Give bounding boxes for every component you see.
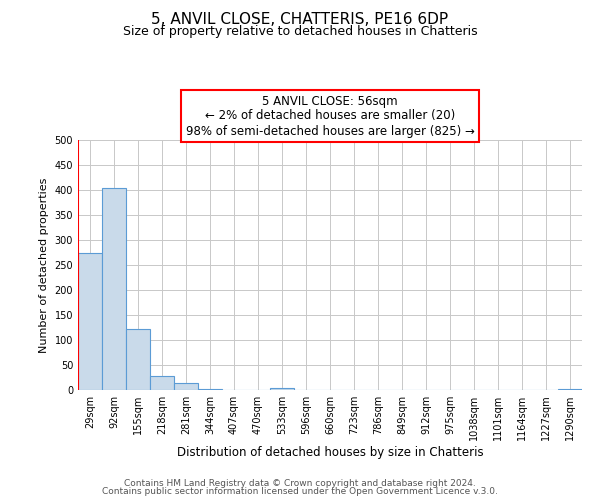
Text: Contains HM Land Registry data © Crown copyright and database right 2024.: Contains HM Land Registry data © Crown c… [124,478,476,488]
Text: 5, ANVIL CLOSE, CHATTERIS, PE16 6DP: 5, ANVIL CLOSE, CHATTERIS, PE16 6DP [151,12,449,28]
X-axis label: Distribution of detached houses by size in Chatteris: Distribution of detached houses by size … [176,446,484,459]
Text: Contains public sector information licensed under the Open Government Licence v.: Contains public sector information licen… [102,487,498,496]
Bar [102,188,126,390]
Bar [78,252,102,390]
Bar [126,329,150,390]
Y-axis label: Number of detached properties: Number of detached properties [39,178,49,352]
Bar [558,388,582,390]
Bar [150,376,174,390]
Text: 5 ANVIL CLOSE: 56sqm
← 2% of detached houses are smaller (20)
98% of semi-detach: 5 ANVIL CLOSE: 56sqm ← 2% of detached ho… [185,94,475,138]
Bar [174,382,198,390]
Bar [270,388,294,390]
Bar [198,388,222,390]
Text: Size of property relative to detached houses in Chatteris: Size of property relative to detached ho… [122,25,478,38]
